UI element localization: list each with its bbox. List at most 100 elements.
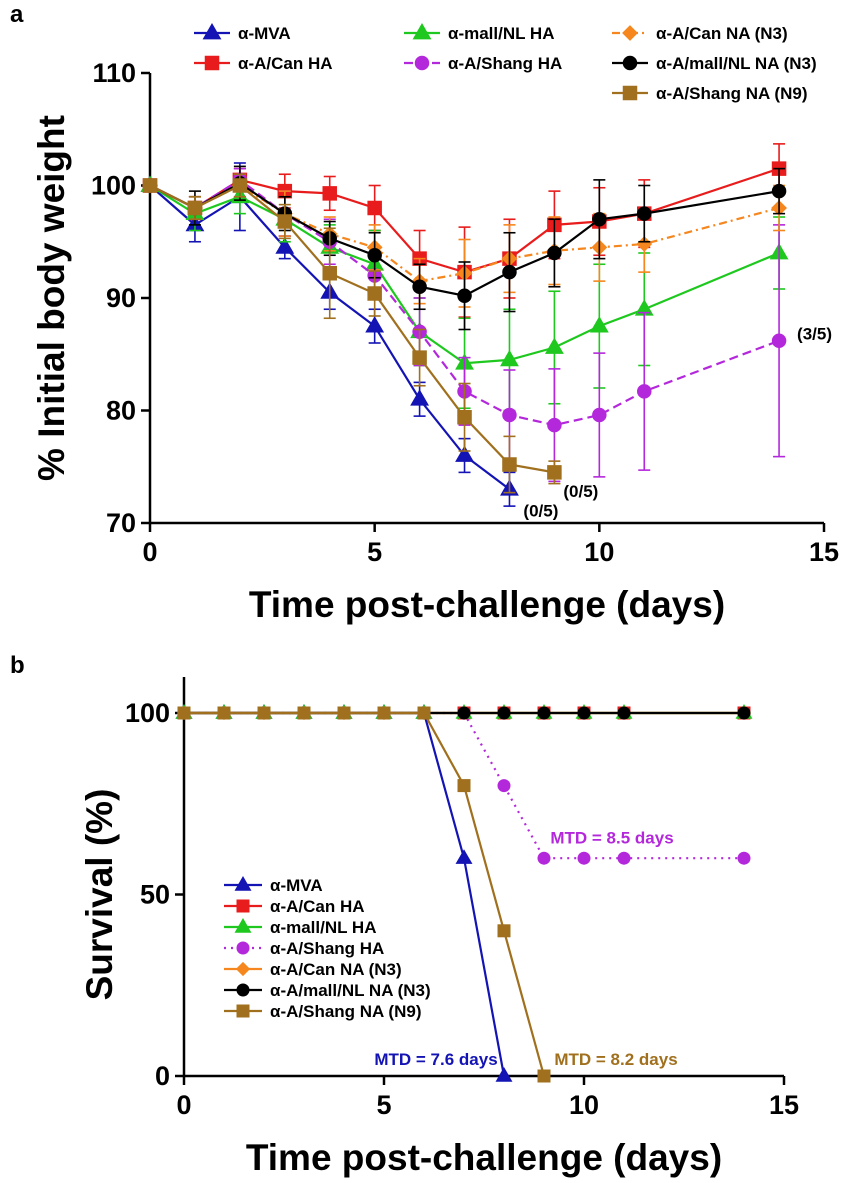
legend-label: α-A/Can NA (N3): [270, 960, 402, 979]
data-point: [142, 178, 158, 193]
data-point: [771, 183, 787, 199]
data-point: [577, 851, 591, 865]
data-point: [217, 706, 231, 720]
legend-marker: [622, 85, 638, 101]
data-point: [495, 1066, 513, 1082]
data-point: [537, 851, 551, 865]
panel-b-survival-chart: b 0 5 10 15 0 50 100 Time post-challenge (days) S…: [10, 652, 799, 1178]
x-tick-label-a: 10: [584, 537, 614, 567]
y-tick-label-a: 90: [106, 283, 136, 313]
data-point: [771, 333, 787, 348]
x-axis-title-a: Time post-challenge (days): [249, 584, 725, 625]
data-point: [737, 706, 751, 720]
data-point: [412, 279, 427, 294]
data-point: [377, 706, 391, 720]
data-point: [502, 264, 517, 280]
annotation-a: (0/5): [563, 482, 598, 501]
data-point: [337, 706, 351, 720]
legend-b: α-MVA α-A/Can HA α-mall/NL HA α-A/Shang HA α…: [224, 875, 431, 1021]
legend-marker: [202, 22, 222, 40]
legend-item-alpha-a-mall-nl-na-n3-b: α-A/mall/NL NA (N3): [224, 981, 431, 1000]
x-axis-title-b: Time post-challenge (days): [246, 1137, 722, 1178]
data-point: [275, 237, 295, 254]
y-tick-label-a: 80: [106, 396, 136, 426]
legend-item-alpha-a-can-ha-b: α-A/Can HA: [224, 897, 365, 916]
legend-marker: [412, 22, 432, 40]
legend-label: α-A/Can NA (N3): [656, 24, 788, 43]
data-point: [637, 206, 652, 221]
data-point: [617, 851, 631, 865]
x-tick-label-b: 5: [376, 1090, 391, 1120]
data-point: [497, 779, 511, 793]
annotation-b: MTD = 8.2 days: [554, 1050, 677, 1069]
y-axis-title-a: % Initial body weight: [31, 115, 72, 481]
x-tick-label-a: 0: [142, 537, 157, 567]
data-point: [544, 337, 564, 354]
data-point: [457, 706, 471, 720]
legend-marker: [235, 961, 251, 977]
data-point: [367, 286, 382, 301]
data-point: [502, 407, 517, 423]
data-point: [412, 350, 427, 365]
data-point: [617, 706, 631, 720]
legend-item-alpha-mva-a: α-MVA: [194, 22, 291, 43]
legend-label: α-A/Shang HA: [448, 54, 562, 73]
data-point: [589, 316, 609, 333]
legend-label: α-A/Shang NA (N9): [656, 84, 807, 103]
data-point: [232, 178, 248, 193]
legend-marker: [234, 875, 252, 891]
annotation-a: (0/5): [523, 501, 558, 520]
x-tick-label-a: 5: [367, 537, 382, 567]
y-tick-label-b: 0: [155, 1061, 170, 1091]
y-tick-label-a: 70: [106, 508, 136, 538]
legend-label: α-A/Shang NA (N9): [270, 1002, 421, 1021]
x-tick-label-b: 10: [569, 1090, 599, 1120]
data-point: [637, 384, 652, 399]
legend-marker: [622, 55, 638, 71]
series-line: [184, 711, 546, 1077]
legend-a: α-MVA α-A/Can HA α-mall/NL HA α-A/Shang HA α…: [194, 22, 817, 103]
annotation-b: MTD = 8.5 days: [550, 829, 673, 848]
legend-item-alpha-mva-b: α-MVA: [224, 875, 323, 895]
legend-marker: [236, 941, 250, 955]
legend-marker: [204, 55, 220, 71]
data-point: [737, 851, 751, 865]
series-alpha-a-shang-na-n9-b: [177, 706, 551, 1083]
data-point: [547, 465, 562, 480]
data-point: [537, 706, 551, 720]
legend-item-alpha-a-shang-ha-b: α-A/Shang HA: [224, 939, 384, 958]
data-point: [187, 200, 203, 216]
legend-label: α-MVA: [270, 876, 323, 895]
series-alpha-a-shang-na-n9-a: [142, 173, 562, 494]
data-point: [577, 706, 591, 720]
y-tick-label-a: 100: [91, 171, 136, 201]
legend-label: α-MVA: [238, 24, 291, 43]
panel-label-b: b: [10, 652, 25, 679]
data-point: [457, 779, 471, 793]
legend-marker: [622, 25, 638, 41]
data-point: [365, 316, 385, 333]
data-point: [502, 457, 517, 472]
annotation-b: MTD = 7.6 days: [374, 1050, 497, 1069]
series-alpha-mva-b: [175, 703, 513, 1082]
y-axis-title-b: Survival (%): [79, 789, 120, 1001]
legend-marker: [414, 55, 430, 71]
y-tick-label-b: 50: [140, 880, 170, 910]
data-point: [322, 186, 337, 201]
legend-marker: [236, 899, 250, 913]
data-point: [455, 849, 473, 864]
series-line: [149, 184, 555, 474]
data-point: [500, 349, 519, 367]
legend-item-alpha-a-shang-na-n9-b: α-A/Shang NA (N9): [224, 1002, 421, 1021]
data-point: [322, 266, 337, 281]
legend-label: α-A/Can HA: [238, 54, 333, 73]
data-point: [592, 212, 607, 227]
x-tick-label-a: 15: [809, 537, 839, 567]
data-point: [497, 706, 511, 720]
x-tick-label-b: 0: [176, 1090, 191, 1120]
panel-label-a: a: [10, 1, 24, 28]
legend-label: α-A/mall/NL NA (N3): [656, 54, 817, 73]
data-point: [547, 245, 562, 261]
x-tick-label-b: 15: [769, 1090, 799, 1120]
legend-label: α-A/Shang HA: [270, 939, 384, 958]
